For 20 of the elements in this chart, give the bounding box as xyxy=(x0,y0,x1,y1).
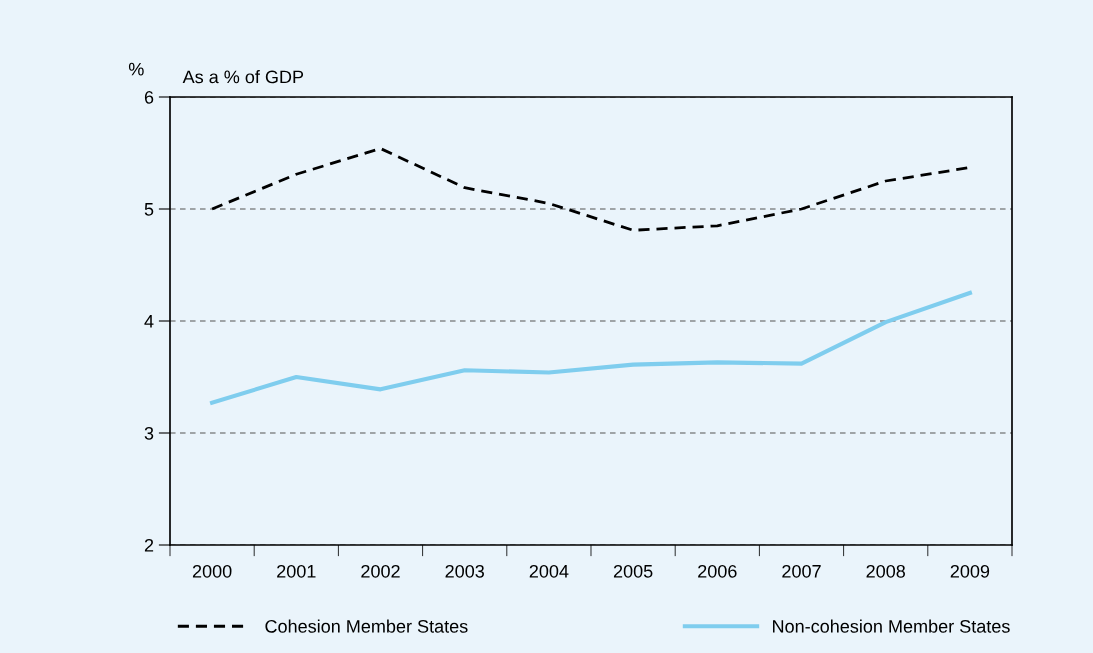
x-tick-label: 2000 xyxy=(192,564,232,578)
legend-label: Non-cohesion Member States xyxy=(773,619,1010,633)
line-series xyxy=(210,290,972,405)
y-tick-label: 6 xyxy=(144,90,154,104)
x-tick-label: 2005 xyxy=(613,564,653,578)
x-tick-label: 2001 xyxy=(277,564,316,578)
legend-label: Cohesion Member States xyxy=(265,619,468,633)
chart-title: As a % of GDP xyxy=(182,70,304,84)
y-tick-label: 4 xyxy=(144,315,154,328)
x-tick-label: 2007 xyxy=(782,564,821,578)
y-tick-label: 2 xyxy=(144,538,154,552)
x-tick-label: 2002 xyxy=(361,564,400,578)
x-tick-label: 2003 xyxy=(445,564,484,578)
x-tick-label: 2008 xyxy=(866,564,905,578)
y-tick-label: 5 xyxy=(144,203,154,216)
x-tick-label: 2004 xyxy=(529,564,569,578)
y-tick-label: 3 xyxy=(144,426,154,440)
x-tick-label: 2009 xyxy=(950,564,990,578)
x-tick-label: 2006 xyxy=(698,564,737,578)
y-axis-title: % xyxy=(128,62,144,76)
